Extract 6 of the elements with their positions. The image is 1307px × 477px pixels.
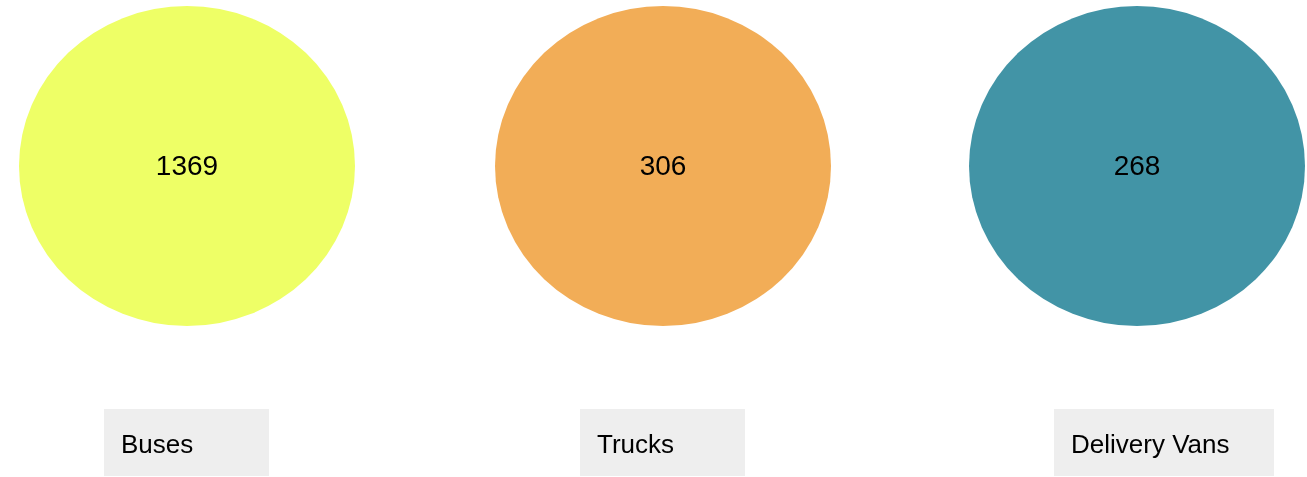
data-label: 1369 [155, 150, 219, 181]
category-label: Buses [121, 429, 194, 459]
data-label: 268 [1113, 150, 1161, 181]
category-label: Delivery Vans [1071, 429, 1230, 459]
category-label: Trucks [597, 429, 675, 459]
data-label: 306 [639, 150, 687, 181]
